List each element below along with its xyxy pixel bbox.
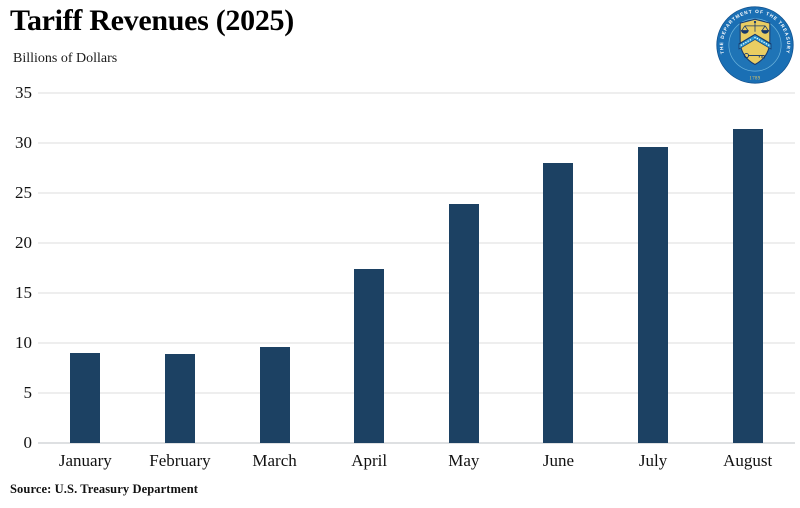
y-tick-label-30: 30 bbox=[15, 133, 32, 153]
bar-may bbox=[448, 204, 479, 443]
x-label-may: May bbox=[448, 451, 480, 470]
bar-january bbox=[70, 353, 101, 443]
y-tick-label-5: 5 bbox=[23, 383, 33, 403]
gridline bbox=[38, 342, 795, 344]
gridline bbox=[38, 242, 795, 244]
x-label-july: July bbox=[638, 451, 668, 470]
x-label-april: April bbox=[351, 451, 388, 470]
gridline bbox=[38, 92, 795, 94]
bar-march bbox=[259, 347, 290, 443]
plot-area bbox=[38, 92, 795, 444]
x-label-february: February bbox=[149, 451, 211, 470]
bar-february bbox=[164, 354, 195, 443]
y-axis: 35 30 25 20 15 10 5 0 bbox=[0, 84, 33, 451]
source-note: Source: U.S. Treasury Department bbox=[10, 482, 199, 496]
chart-title: Tariff Revenues (2025) bbox=[10, 4, 294, 37]
gridline bbox=[38, 192, 795, 194]
bar-august bbox=[732, 129, 763, 443]
y-tick-label-25: 25 bbox=[15, 183, 32, 203]
x-label-june: June bbox=[542, 451, 575, 470]
chart-subtitle: Billions of Dollars bbox=[13, 51, 118, 66]
gridline bbox=[38, 292, 795, 294]
x-axis-line bbox=[38, 442, 795, 444]
x-label-january: January bbox=[58, 451, 112, 470]
bar-april bbox=[354, 269, 385, 443]
seal-chevron bbox=[716, 33, 772, 50]
x-axis: January February March April May June July Augu… bbox=[38, 451, 795, 475]
seal-key-icon bbox=[743, 52, 765, 59]
y-tick-label-15: 15 bbox=[15, 283, 32, 303]
bar-june bbox=[543, 163, 574, 443]
y-tick-label-10: 10 bbox=[15, 333, 32, 353]
y-tick-label-0: 0 bbox=[23, 433, 33, 453]
x-label-august: August bbox=[723, 451, 773, 470]
bar-july bbox=[638, 147, 669, 443]
gridline bbox=[38, 392, 795, 394]
seal-chevron-stars bbox=[716, 37, 770, 46]
y-tick-label-20: 20 bbox=[15, 233, 32, 253]
y-tick-label-35: 35 bbox=[15, 83, 32, 103]
gridline bbox=[38, 142, 795, 144]
seal-scales-icon bbox=[740, 20, 770, 34]
treasury-seal-icon: THE DEPARTMENT OF THE TREASURY 1789 bbox=[716, 6, 794, 84]
x-label-march: March bbox=[252, 451, 297, 470]
seal-year: 1789 bbox=[749, 76, 760, 81]
